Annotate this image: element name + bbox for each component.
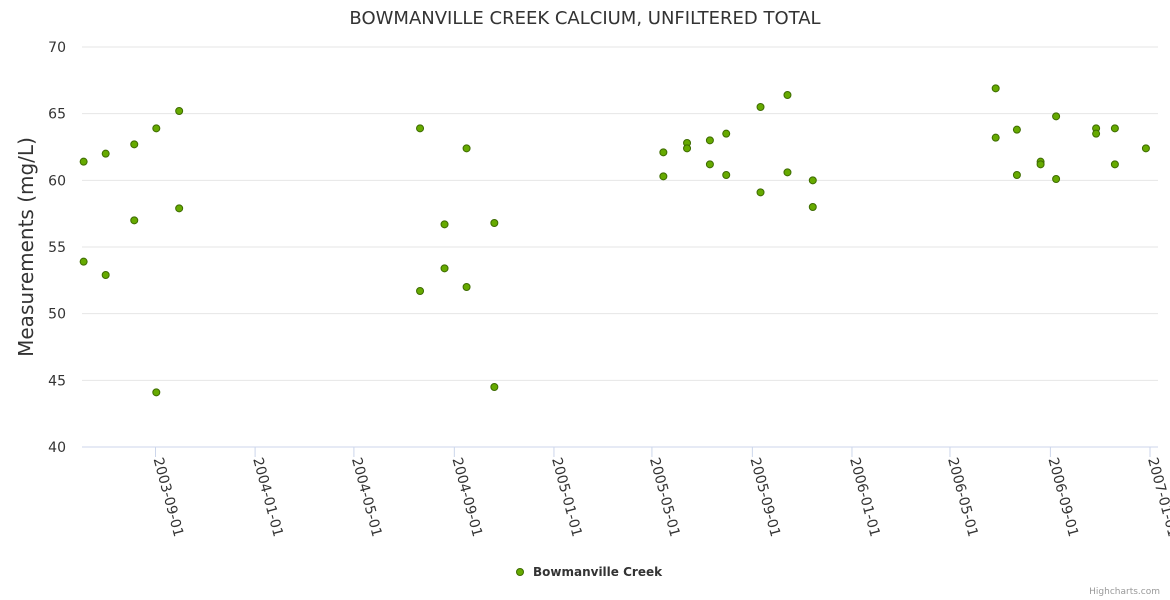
y-tick-label: 70 (48, 40, 66, 56)
legend[interactable]: Bowmanville Creek (516, 565, 664, 579)
data-point[interactable] (1012, 125, 1021, 134)
data-point[interactable] (991, 84, 1000, 93)
data-point[interactable] (756, 103, 765, 111)
data-point[interactable] (175, 204, 184, 213)
data-point[interactable] (1052, 175, 1061, 183)
x-axis: 2003-09-01 2004-01-01 2004-05-01 2004-09-01… (150, 447, 1170, 539)
data-point[interactable] (416, 287, 425, 295)
y-tick-label: 50 (48, 307, 66, 323)
data-point[interactable] (1036, 160, 1045, 169)
x-tick-label: 2004-01-01 (249, 456, 286, 539)
y-tick-label: 60 (48, 173, 66, 189)
data-point[interactable] (783, 91, 792, 99)
credits-link[interactable]: Highcharts.com (1089, 587, 1160, 597)
data-point[interactable] (1052, 112, 1061, 121)
data-point[interactable] (808, 203, 817, 211)
data-point[interactable] (705, 136, 714, 145)
data-point[interactable] (1012, 171, 1021, 179)
data-point[interactable] (440, 264, 449, 273)
data-point[interactable] (705, 160, 714, 169)
data-point[interactable] (722, 129, 731, 138)
data-point[interactable] (490, 383, 499, 391)
data-point[interactable] (683, 144, 692, 153)
data-points (79, 84, 1150, 397)
data-point[interactable] (1092, 129, 1101, 138)
y-tick-label: 45 (48, 373, 66, 389)
data-point[interactable] (101, 149, 110, 158)
data-point[interactable] (1110, 124, 1119, 133)
data-point[interactable] (462, 283, 471, 291)
gridlines (82, 46, 1158, 448)
y-axis-label: Measurements (mg/L) (14, 137, 38, 357)
data-point[interactable] (722, 171, 731, 179)
x-tick-label: 2006-05-01 (944, 456, 981, 539)
data-point[interactable] (756, 188, 765, 197)
legend-marker-icon (516, 568, 524, 576)
data-point[interactable] (440, 220, 449, 229)
data-point[interactable] (659, 172, 668, 181)
legend-item-label[interactable]: Bowmanville Creek (533, 565, 663, 579)
data-point[interactable] (1110, 160, 1119, 169)
y-axis-ticks: 40 45 50 55 60 65 70 (48, 40, 66, 456)
x-tick-label: 2005-01-01 (548, 456, 585, 539)
data-point[interactable] (1141, 144, 1150, 153)
data-point[interactable] (783, 168, 792, 177)
data-point[interactable] (659, 148, 668, 157)
y-tick-label: 40 (48, 440, 66, 456)
y-tick-label: 55 (48, 240, 66, 256)
data-point[interactable] (130, 216, 139, 225)
data-point[interactable] (462, 144, 471, 153)
x-tick-label: 2004-05-01 (348, 456, 385, 539)
x-tick-label: 2006-01-01 (846, 456, 883, 539)
chart-title: BOWMANVILLE CREEK CALCIUM, UNFILTERED TO… (349, 8, 820, 29)
data-point[interactable] (175, 107, 184, 115)
data-point[interactable] (991, 133, 1000, 142)
data-point[interactable] (152, 124, 161, 133)
data-point[interactable] (79, 257, 88, 266)
x-tick-label: 2005-09-01 (746, 456, 783, 539)
data-point[interactable] (101, 271, 110, 279)
data-point[interactable] (79, 157, 88, 166)
x-tick-label: 2003-09-01 (150, 456, 187, 539)
data-point[interactable] (130, 140, 139, 149)
data-point[interactable] (490, 219, 499, 227)
data-point[interactable] (416, 124, 425, 133)
data-point[interactable] (152, 388, 161, 397)
y-tick-label: 65 (48, 107, 66, 123)
x-tick-label: 2004-09-01 (448, 456, 485, 539)
x-tick-label: 2005-05-01 (646, 456, 683, 539)
x-tick-label: 2007-01-01 (1144, 456, 1170, 539)
x-tick-label: 2006-09-01 (1045, 456, 1082, 539)
data-point[interactable] (808, 176, 817, 185)
